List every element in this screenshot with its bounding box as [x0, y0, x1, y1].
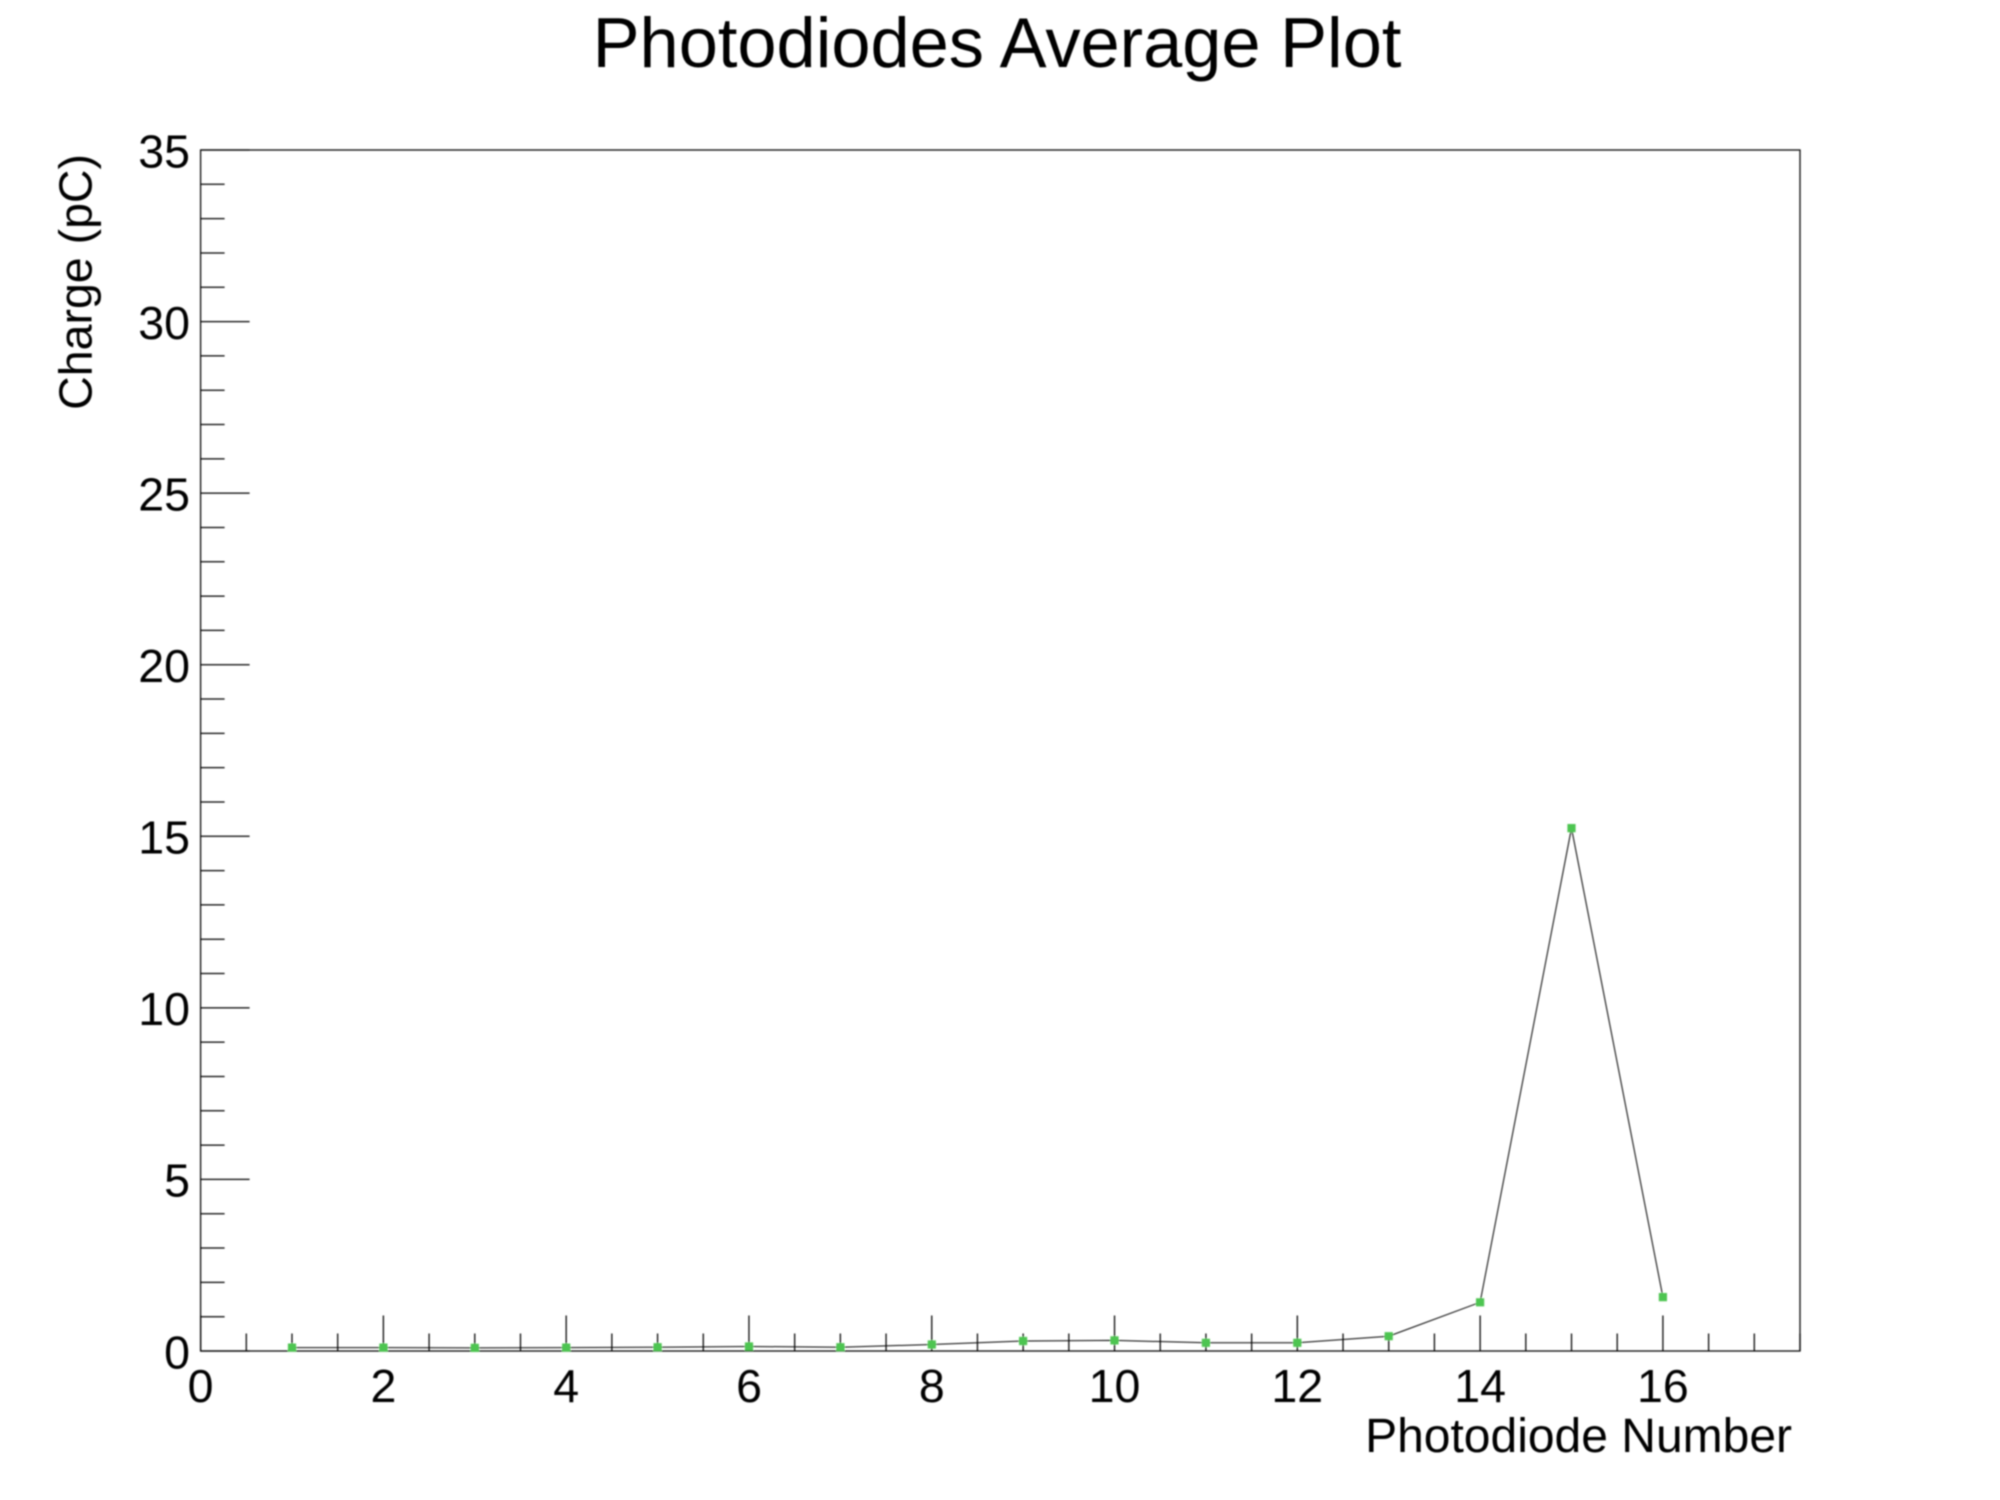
svg-text:20: 20 [138, 640, 190, 692]
svg-text:2: 2 [370, 1360, 396, 1412]
svg-text:Photodiodes Average Plot: Photodiodes Average Plot [593, 3, 1402, 82]
svg-text:15: 15 [138, 812, 190, 864]
svg-text:30: 30 [138, 297, 190, 349]
svg-text:5: 5 [164, 1155, 190, 1207]
svg-text:10: 10 [1089, 1360, 1141, 1412]
svg-text:0: 0 [164, 1326, 190, 1378]
svg-text:Photodiode Number: Photodiode Number [1365, 1410, 1792, 1463]
svg-text:14: 14 [1454, 1360, 1506, 1412]
svg-text:35: 35 [138, 125, 190, 177]
svg-text:16: 16 [1637, 1360, 1689, 1412]
svg-text:4: 4 [553, 1360, 579, 1412]
svg-text:0: 0 [188, 1360, 214, 1412]
svg-text:6: 6 [736, 1360, 762, 1412]
svg-text:8: 8 [919, 1360, 945, 1412]
svg-text:10: 10 [138, 983, 190, 1035]
svg-text:12: 12 [1271, 1360, 1323, 1412]
svg-text:25: 25 [138, 468, 190, 520]
svg-text:Charge (pC): Charge (pC) [50, 154, 102, 410]
